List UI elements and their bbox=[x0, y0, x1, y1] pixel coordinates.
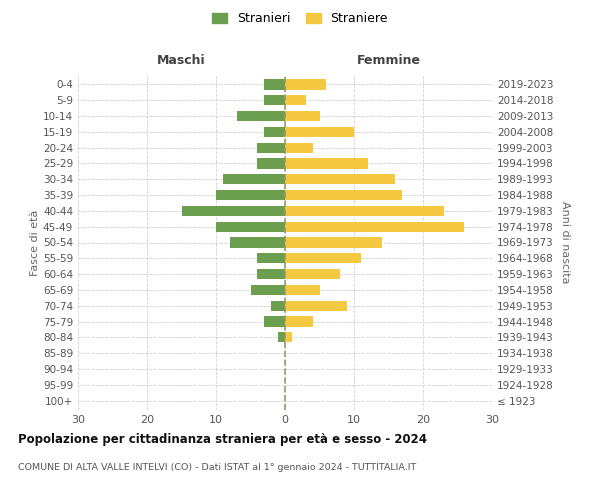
Text: COMUNE DI ALTA VALLE INTELVI (CO) - Dati ISTAT al 1° gennaio 2024 - TUTTITALIA.I: COMUNE DI ALTA VALLE INTELVI (CO) - Dati… bbox=[18, 462, 416, 471]
Bar bbox=[285, 158, 368, 168]
Bar bbox=[265, 80, 285, 90]
Bar bbox=[257, 269, 285, 279]
Bar bbox=[237, 111, 285, 121]
Bar bbox=[265, 95, 285, 106]
Bar bbox=[285, 142, 313, 153]
Bar bbox=[285, 285, 320, 295]
Bar bbox=[285, 300, 347, 311]
Bar bbox=[285, 174, 395, 184]
Legend: Stranieri, Straniere: Stranieri, Straniere bbox=[208, 8, 392, 29]
Bar bbox=[257, 158, 285, 168]
Bar bbox=[230, 238, 285, 248]
Bar bbox=[285, 111, 320, 121]
Bar bbox=[285, 206, 443, 216]
Bar bbox=[285, 316, 313, 326]
Y-axis label: Fasce di età: Fasce di età bbox=[30, 210, 40, 276]
Bar bbox=[251, 285, 285, 295]
Bar bbox=[216, 190, 285, 200]
Bar bbox=[285, 332, 292, 342]
Bar bbox=[216, 222, 285, 232]
Bar bbox=[285, 80, 326, 90]
Bar bbox=[265, 127, 285, 137]
Bar bbox=[285, 190, 402, 200]
Bar bbox=[285, 269, 340, 279]
Bar bbox=[257, 142, 285, 153]
Bar bbox=[285, 127, 354, 137]
Bar bbox=[285, 95, 306, 106]
Text: Maschi: Maschi bbox=[157, 54, 206, 66]
Y-axis label: Anni di nascita: Anni di nascita bbox=[560, 201, 570, 284]
Text: Popolazione per cittadinanza straniera per età e sesso - 2024: Popolazione per cittadinanza straniera p… bbox=[18, 432, 427, 446]
Bar bbox=[257, 253, 285, 264]
Text: Femmine: Femmine bbox=[356, 54, 421, 66]
Bar bbox=[285, 238, 382, 248]
Bar bbox=[182, 206, 285, 216]
Bar bbox=[278, 332, 285, 342]
Bar bbox=[271, 300, 285, 311]
Bar bbox=[285, 222, 464, 232]
Bar bbox=[265, 316, 285, 326]
Bar bbox=[223, 174, 285, 184]
Bar bbox=[285, 253, 361, 264]
